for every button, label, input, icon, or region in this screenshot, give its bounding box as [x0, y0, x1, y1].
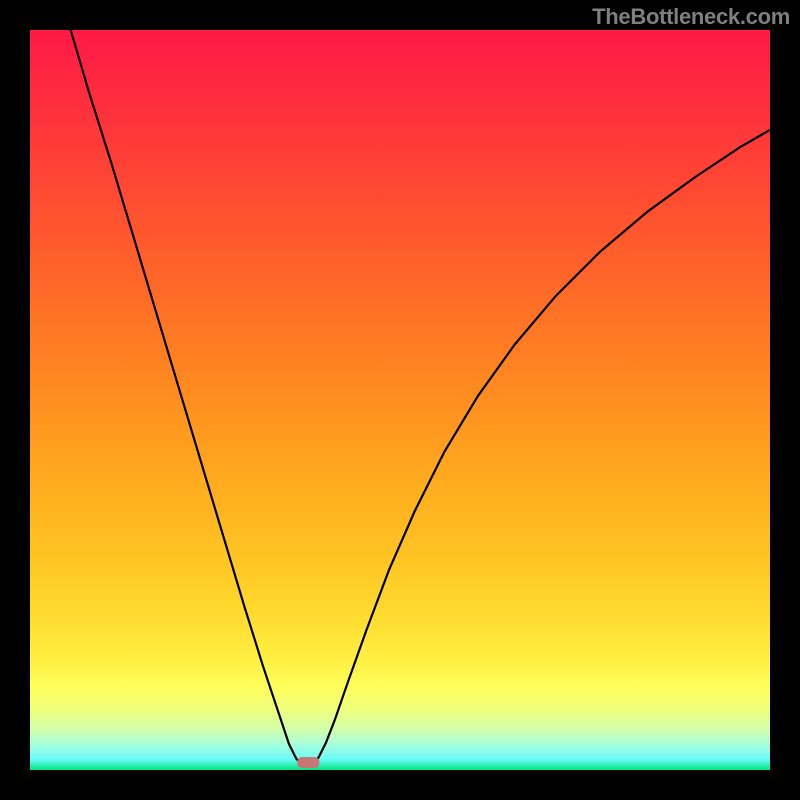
chart-background [30, 30, 770, 770]
watermark-text: TheBottleneck.com [592, 4, 790, 30]
optimal-point-marker [297, 757, 319, 768]
outer-frame: TheBottleneck.com [0, 0, 800, 800]
bottleneck-chart [0, 0, 800, 800]
